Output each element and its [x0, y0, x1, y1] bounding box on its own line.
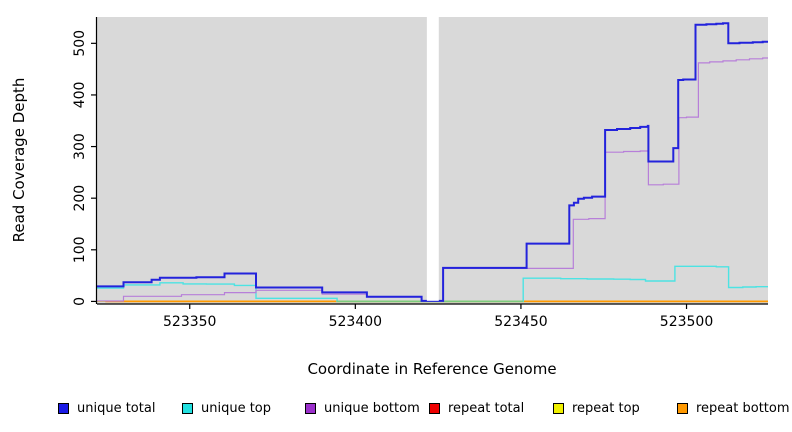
y-tick-label: 500 — [72, 30, 88, 57]
legend-label: unique top — [201, 400, 272, 416]
legend-label: repeat total — [448, 400, 525, 416]
legend-swatch-unique-top — [182, 402, 193, 414]
series-line-unique-bottom — [97, 57, 768, 302]
y-axis-title: Read Coverage Depth — [10, 78, 28, 243]
x-axis-title: Coordinate in Reference Genome — [307, 360, 556, 378]
legend-label: unique total — [77, 400, 156, 416]
x-tick-label: 523400 — [329, 314, 382, 330]
masked-region — [426, 17, 439, 301]
legend-item-unique-bottom: unique bottom — [305, 399, 420, 417]
legend-swatch-unique-total — [58, 402, 69, 414]
series-line-unique-top — [97, 265, 768, 303]
legend-swatch-repeat-top — [553, 402, 564, 414]
series-line-unique-total — [97, 22, 768, 302]
legend-label: repeat bottom — [696, 400, 790, 416]
chart-legend: unique total unique top unique bottom repea… — [0, 399, 792, 419]
legend-item-unique-top: unique top — [182, 399, 271, 417]
legend-swatch-repeat-bottom — [677, 402, 688, 414]
y-tick-label: 100 — [72, 236, 88, 263]
legend-item-repeat-top: repeat top — [553, 399, 640, 417]
legend-swatch-repeat-total — [429, 402, 440, 414]
y-tick-label: 300 — [72, 133, 88, 160]
legend-swatch-unique-bottom — [305, 402, 316, 414]
y-tick-label: 400 — [72, 82, 88, 109]
legend-item-repeat-bottom: repeat bottom — [677, 399, 790, 417]
legend-label: unique bottom — [324, 400, 420, 416]
x-tick-label: 523500 — [660, 314, 713, 330]
legend-label: repeat top — [572, 400, 640, 416]
y-tick-label: 0 — [72, 297, 88, 306]
y-tick-label: 200 — [72, 185, 88, 212]
legend-item-repeat-total: repeat total — [429, 399, 524, 417]
legend-item-unique-total: unique total — [58, 399, 155, 417]
x-tick-label: 523350 — [163, 314, 216, 330]
x-tick-label: 523450 — [494, 314, 547, 330]
